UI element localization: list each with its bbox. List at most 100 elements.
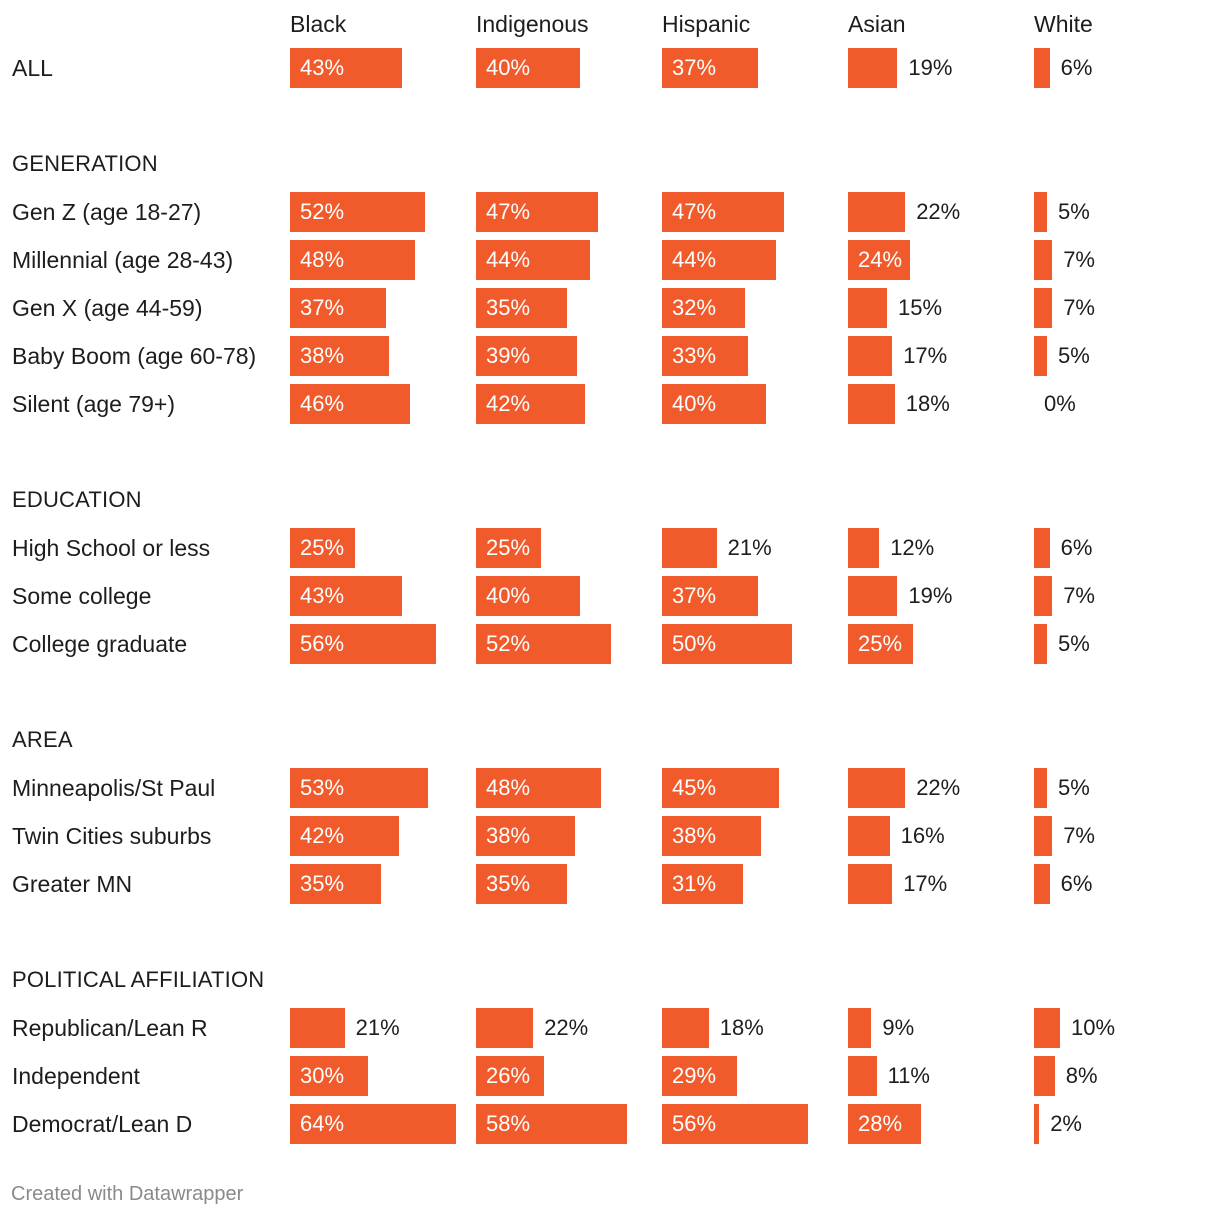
bar-democrat-lean-d-hispanic <box>662 1104 808 1144</box>
bar-greater-mn-asian <box>848 864 893 904</box>
bar-college-graduate-white <box>1034 624 1047 664</box>
value-label-all-asian: 19% <box>908 55 953 80</box>
value-label-gen-x-age-44-59-indigenous: 35% <box>486 295 531 320</box>
value-label-twin-cities-suburbs-black: 42% <box>300 823 345 848</box>
column-header-indigenous: Indigenous <box>476 11 589 37</box>
bar-minneapolis-st-paul-hispanic <box>662 768 779 808</box>
value-label-all-indigenous: 40% <box>486 55 531 80</box>
value-label-greater-mn-indigenous: 35% <box>486 871 531 896</box>
row-label-republican-lean-r: Republican/Lean R <box>12 1015 208 1041</box>
value-label-minneapolis-st-paul-indigenous: 48% <box>486 775 531 800</box>
value-label-all-hispanic: 37% <box>672 55 717 80</box>
value-label-baby-boom-age-60-78-white: 5% <box>1058 343 1090 368</box>
value-label-democrat-lean-d-white: 2% <box>1050 1111 1082 1136</box>
value-label-college-graduate-white: 5% <box>1058 631 1090 656</box>
bar-twin-cities-suburbs-black <box>290 816 400 856</box>
bar-all-black <box>290 48 402 88</box>
value-label-gen-z-age-18-27-asian: 22% <box>916 199 961 224</box>
column-header-black: Black <box>290 11 347 37</box>
value-label-high-school-or-less-indigenous: 25% <box>486 535 531 560</box>
bar-all-asian <box>848 48 898 88</box>
bar-silent-age-79-indigenous <box>476 384 586 424</box>
column-header-asian: Asian <box>848 11 906 37</box>
value-label-gen-z-age-18-27-hispanic: 47% <box>672 199 717 224</box>
value-label-some-college-black: 43% <box>300 583 345 608</box>
bar-college-graduate-black <box>290 624 436 664</box>
bar-republican-lean-r-black <box>290 1008 345 1048</box>
section-label-area: AREA <box>12 727 73 752</box>
value-label-some-college-indigenous: 40% <box>486 583 531 608</box>
bar-minneapolis-st-paul-black <box>290 768 428 808</box>
bar-baby-boom-age-60-78-black <box>290 336 389 376</box>
value-label-independent-asian: 11% <box>887 1063 930 1088</box>
bar-republican-lean-r-hispanic <box>662 1008 709 1048</box>
bar-millennial-age-28-43-black <box>290 240 415 280</box>
bar-independent-black <box>290 1056 368 1096</box>
value-label-baby-boom-age-60-78-black: 38% <box>300 343 345 368</box>
value-label-twin-cities-suburbs-hispanic: 38% <box>672 823 717 848</box>
bar-millennial-age-28-43-white <box>1034 240 1053 280</box>
bar-baby-boom-age-60-78-hispanic <box>662 336 748 376</box>
value-label-college-graduate-black: 56% <box>300 631 345 656</box>
row-label-democrat-lean-d: Democrat/Lean D <box>12 1111 193 1137</box>
bar-all-hispanic <box>662 48 759 88</box>
bar-some-college-white <box>1034 576 1053 616</box>
value-label-independent-indigenous: 26% <box>486 1063 531 1088</box>
bar-some-college-black <box>290 576 402 616</box>
value-label-all-white: 6% <box>1060 55 1093 80</box>
value-label-millennial-age-28-43-black: 48% <box>300 247 345 272</box>
value-label-greater-mn-hispanic: 31% <box>672 871 717 896</box>
bar-high-school-or-less-white <box>1034 528 1050 568</box>
bar-gen-z-age-18-27-black <box>290 192 426 232</box>
bar-gen-x-age-44-59-hispanic <box>662 288 746 328</box>
value-label-minneapolis-st-paul-white: 5% <box>1058 775 1090 800</box>
value-label-millennial-age-28-43-asian: 24% <box>858 247 903 272</box>
row-label-gen-z-age-18-27: Gen Z (age 18-27) <box>12 199 202 225</box>
section-label-political-affiliation: POLITICAL AFFILIATION <box>12 967 265 992</box>
bar-minneapolis-st-paul-asian <box>848 768 906 808</box>
bar-greater-mn-indigenous <box>476 864 567 904</box>
value-label-baby-boom-age-60-78-asian: 17% <box>903 343 948 368</box>
bar-high-school-or-less-hispanic <box>662 528 717 568</box>
row-label-silent-age-79: Silent (age 79+) <box>12 391 176 417</box>
row-label-college-graduate: College graduate <box>12 631 188 657</box>
value-label-high-school-or-less-black: 25% <box>300 535 345 560</box>
value-label-high-school-or-less-hispanic: 21% <box>727 535 772 560</box>
row-label-all: ALL <box>12 55 53 81</box>
value-label-twin-cities-suburbs-asian: 16% <box>900 823 945 848</box>
value-label-gen-x-age-44-59-asian: 15% <box>898 295 943 320</box>
row-label-gen-x-age-44-59: Gen X (age 44-59) <box>12 295 203 321</box>
value-label-democrat-lean-d-black: 64% <box>300 1111 345 1136</box>
value-label-gen-z-age-18-27-black: 52% <box>300 199 345 224</box>
bar-gen-x-age-44-59-white <box>1034 288 1053 328</box>
value-label-silent-age-79-indigenous: 42% <box>486 391 531 416</box>
row-label-independent: Independent <box>12 1063 140 1089</box>
row-label-minneapolis-st-paul: Minneapolis/St Paul <box>12 775 216 801</box>
value-label-millennial-age-28-43-indigenous: 44% <box>486 247 531 272</box>
section-label-generation: GENERATION <box>12 151 158 176</box>
bar-baby-boom-age-60-78-white <box>1034 336 1047 376</box>
bar-democrat-lean-d-black <box>290 1104 457 1144</box>
bar-some-college-hispanic <box>662 576 759 616</box>
value-label-democrat-lean-d-hispanic: 56% <box>672 1111 717 1136</box>
row-label-twin-cities-suburbs: Twin Cities suburbs <box>12 823 212 849</box>
row-label-baby-boom-age-60-78: Baby Boom (age 60-78) <box>12 343 257 369</box>
bar-republican-lean-r-asian <box>848 1008 872 1048</box>
value-label-baby-boom-age-60-78-indigenous: 39% <box>486 343 531 368</box>
value-label-millennial-age-28-43-white: 7% <box>1063 247 1095 272</box>
value-label-some-college-asian: 19% <box>908 583 953 608</box>
value-label-minneapolis-st-paul-black: 53% <box>300 775 345 800</box>
bar-greater-mn-hispanic <box>662 864 743 904</box>
row-label-some-college: Some college <box>12 583 152 609</box>
value-label-high-school-or-less-white: 6% <box>1060 535 1093 560</box>
bar-twin-cities-suburbs-white <box>1034 816 1053 856</box>
bar-gen-z-age-18-27-indigenous <box>476 192 599 232</box>
row-label-high-school-or-less: High School or less <box>12 535 211 561</box>
bar-greater-mn-black <box>290 864 381 904</box>
value-label-all-black: 43% <box>300 55 345 80</box>
value-label-democrat-lean-d-asian: 28% <box>858 1111 903 1136</box>
value-label-silent-age-79-asian: 18% <box>905 391 950 416</box>
bar-silent-age-79-asian <box>848 384 895 424</box>
bar-democrat-lean-d-indigenous <box>476 1104 627 1144</box>
value-label-democrat-lean-d-indigenous: 58% <box>486 1111 531 1136</box>
